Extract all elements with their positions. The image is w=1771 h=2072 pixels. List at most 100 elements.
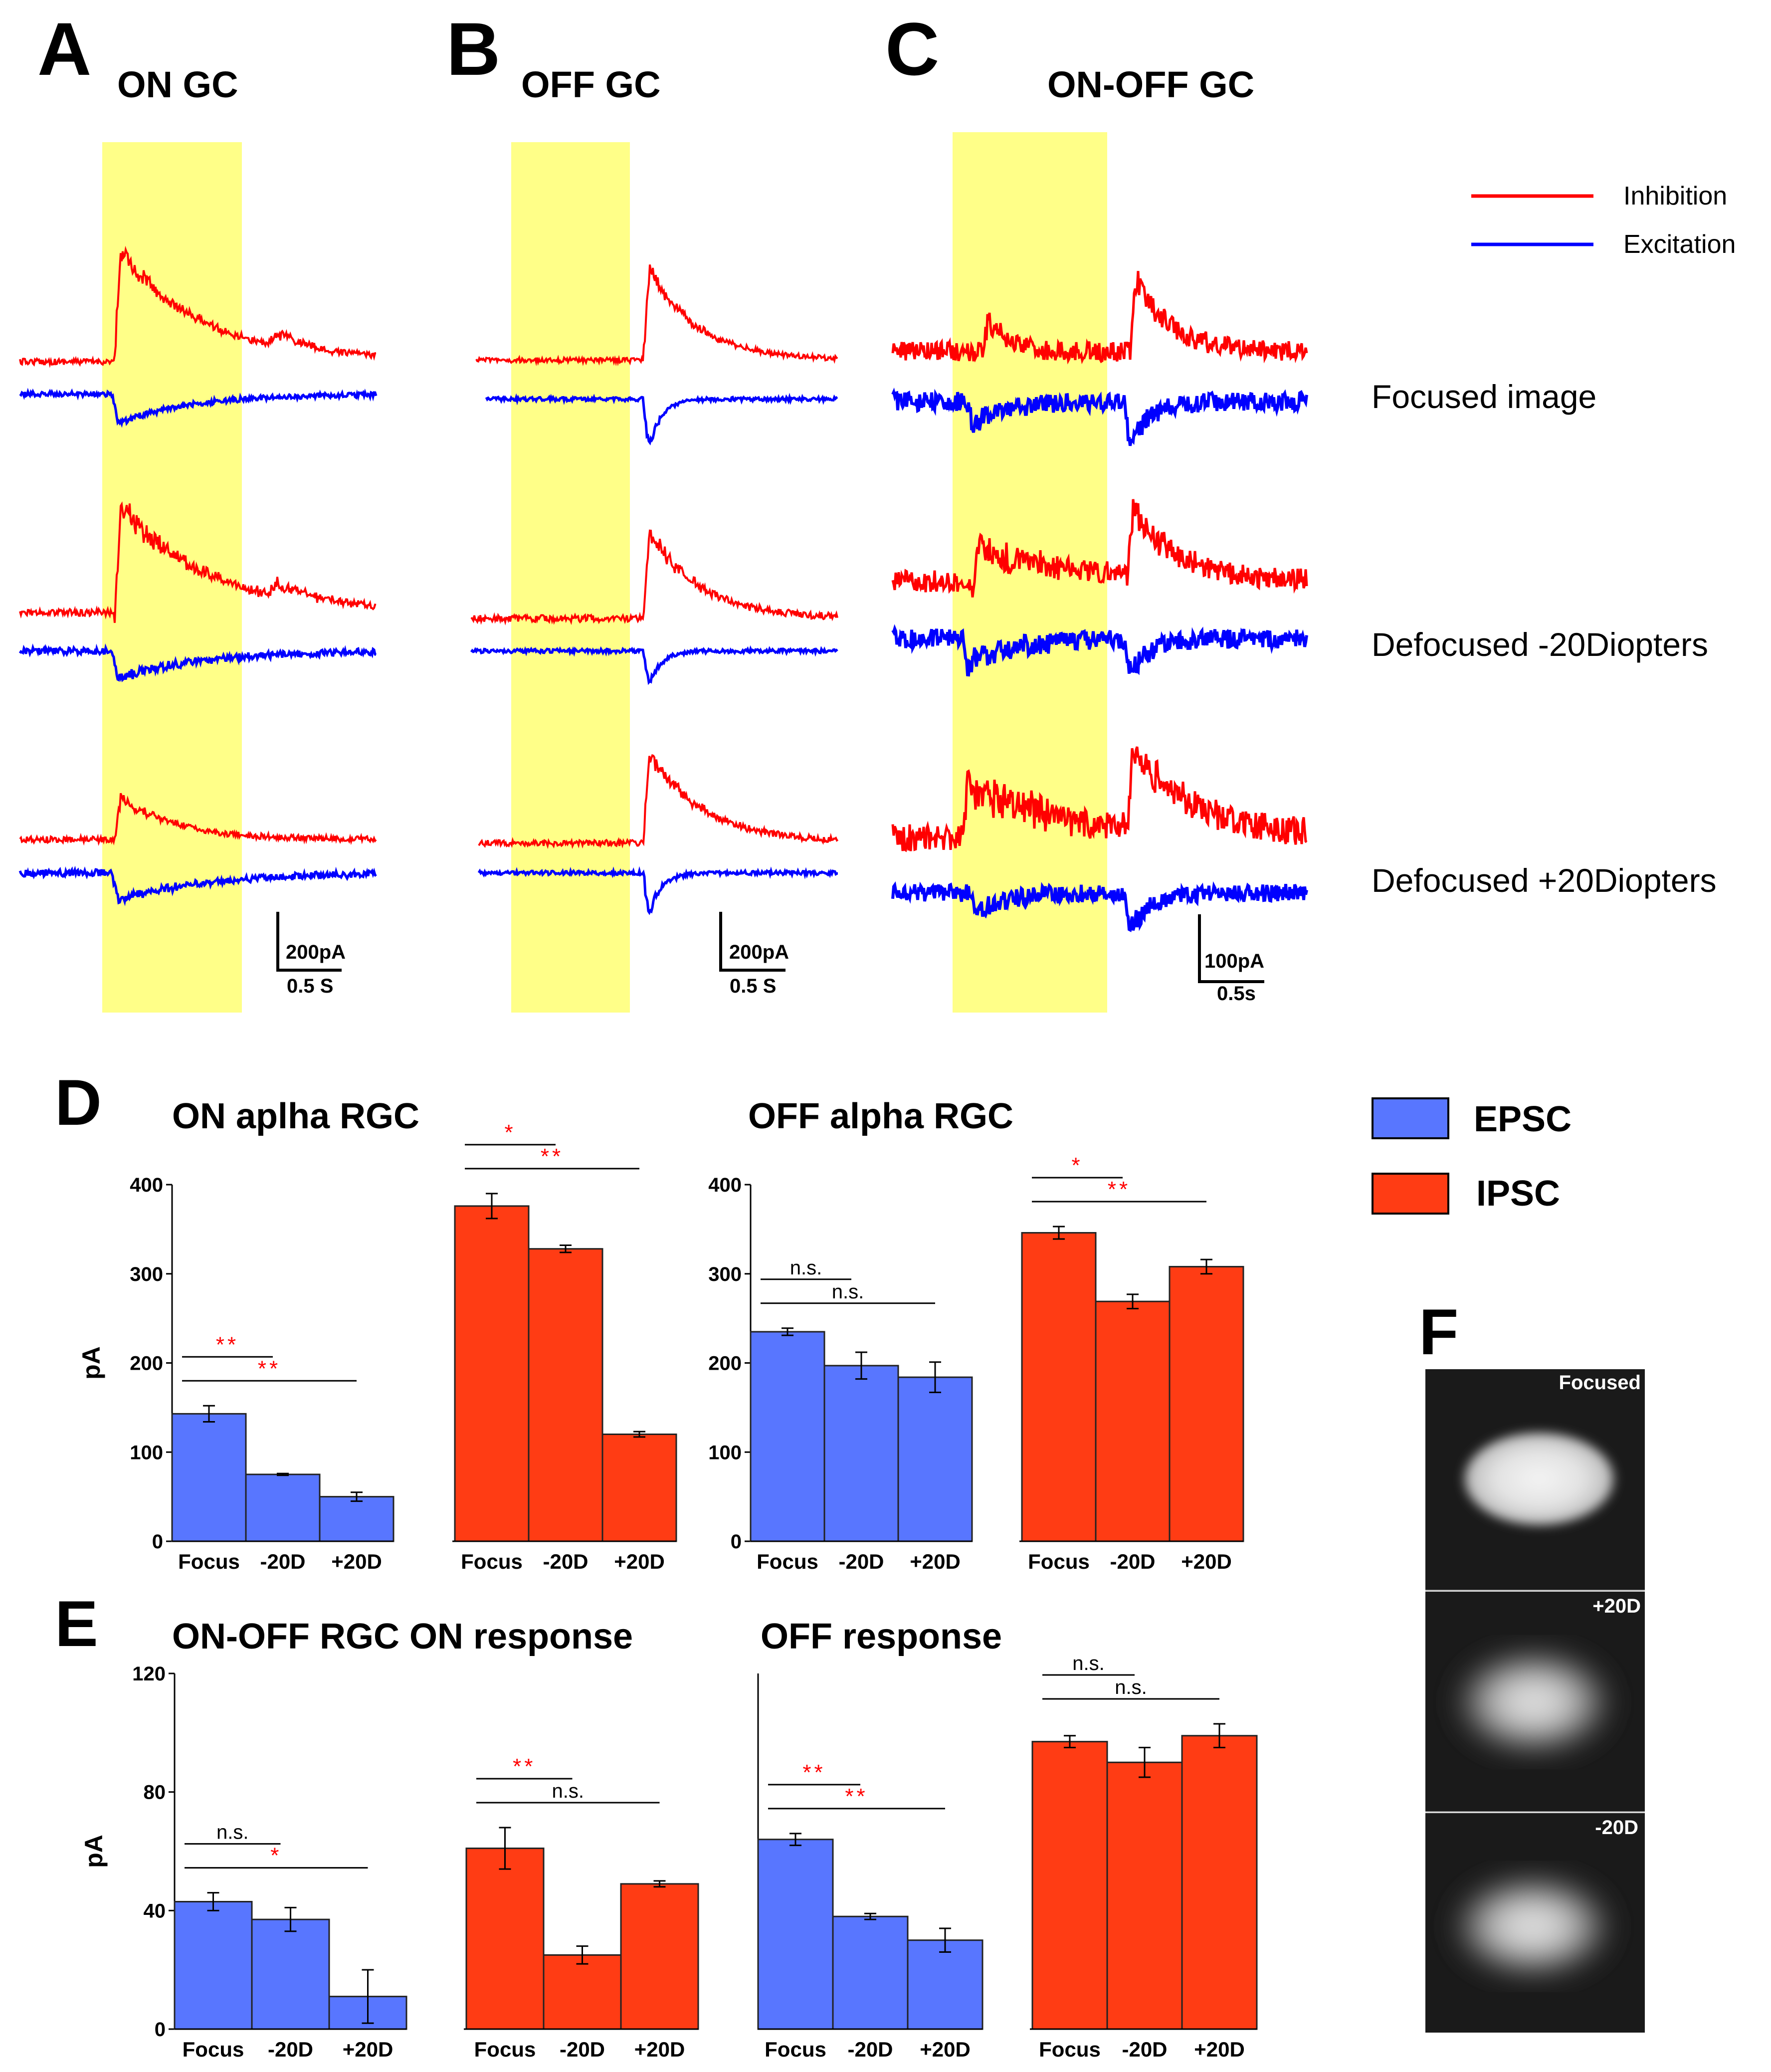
- category-label: Focus: [1028, 1550, 1090, 1573]
- error-bar: [351, 1491, 363, 1502]
- significance-bracket: **: [768, 1784, 945, 1810]
- category-label: -20D: [1110, 1550, 1155, 1573]
- error-bar: [1064, 1735, 1076, 1749]
- y-tick-label: 120: [132, 1663, 166, 1685]
- bar-ipsc-focus: [1031, 1741, 1108, 2030]
- panel-letter-f: F: [1419, 1295, 1458, 1368]
- y-tick-label: 0: [155, 2019, 166, 2041]
- category-label: -20D: [560, 2038, 605, 2061]
- significance-bracket: **: [1032, 1177, 1206, 1203]
- trace-c-plus20-excitation: [891, 881, 1308, 932]
- significance-label: **: [541, 1144, 564, 1169]
- condition-label-minus20: Defocused -20Diopters: [1372, 626, 1708, 663]
- scale-bar-c-y-label: 100pA: [1204, 950, 1264, 972]
- y-tick-label: 40: [144, 1900, 166, 1922]
- blob-plus20: [1449, 1646, 1618, 1758]
- category-label: +20D: [910, 1550, 961, 1573]
- trace-a-minus20-excitation: [18, 643, 377, 682]
- scale-bar-c: 100pA 0.5s: [1198, 914, 1264, 1005]
- category-label: -20D: [268, 2038, 313, 2061]
- error-bar: [1213, 1723, 1225, 1749]
- significance-bracket: n.s.: [1042, 1676, 1219, 1700]
- y-tick-label: 200: [130, 1353, 163, 1375]
- category-label: -20D: [847, 2038, 893, 2061]
- significance-bracket: **: [182, 1332, 273, 1358]
- chart-title-e-left: ON-OFF RGC ON response: [172, 1617, 633, 1657]
- scale-bar-a-y-label: 200pA: [286, 941, 346, 963]
- image-label-focused: Focused: [1559, 1372, 1641, 1394]
- y-tick-label: 400: [130, 1174, 163, 1196]
- scale-bar-b-y-label: 200pA: [729, 941, 789, 963]
- y-tick-label: 80: [144, 1782, 166, 1804]
- bar-epsc-minus20d: [832, 1915, 909, 2030]
- significance-label: *: [1071, 1153, 1083, 1178]
- significance-bracket: *: [1032, 1153, 1123, 1179]
- scale-bar-a-x-label: 0.5 S: [287, 975, 333, 997]
- category-label: Focus: [183, 2038, 244, 2061]
- trace-b-plus20-excitation: [477, 866, 838, 915]
- y-tick-label: 300: [708, 1263, 742, 1285]
- trace-c-focused-excitation: [891, 387, 1308, 446]
- significance-bracket: **: [476, 1754, 573, 1780]
- bar-ipsc-minus20d: [1106, 1761, 1183, 2030]
- panel-title-c: ON-OFF GC: [1047, 64, 1254, 105]
- bar-ipsc-plus20d: [620, 1883, 699, 2030]
- bar-ipsc-focus: [1021, 1232, 1097, 1542]
- bar-epsc-plus20d: [897, 1376, 973, 1542]
- trace-a-focused-inhibition: [19, 245, 377, 368]
- error-bar: [782, 1327, 793, 1336]
- trace-a-plus20-inhibition: [19, 793, 377, 846]
- y-tick-label: 100: [130, 1442, 163, 1463]
- scale-bar-b-x-label: 0.5 S: [730, 975, 776, 997]
- category-label: Focus: [1039, 2038, 1101, 2061]
- significance-label: n.s.: [216, 1822, 248, 1844]
- y-axis-label: pA: [77, 1346, 105, 1380]
- trace-b-focused-inhibition: [475, 264, 838, 367]
- trace-b-plus20-inhibition: [478, 754, 839, 849]
- trace-c-focused-inhibition: [891, 271, 1308, 365]
- trace-a-plus20-excitation: [18, 865, 377, 906]
- image-label-minus20: -20D: [1595, 1817, 1638, 1839]
- significance-bracket: **: [768, 1760, 860, 1786]
- panel-title-b: OFF GC: [521, 64, 661, 105]
- chart-title-d-right: OFF alpha RGC: [748, 1096, 1013, 1136]
- error-bar: [789, 1833, 801, 1847]
- error-bar: [499, 1827, 511, 1870]
- significance-label: *: [504, 1120, 516, 1145]
- trace-a-focused-excitation: [19, 388, 378, 428]
- image-panel-f: Focused +20D -20D: [1425, 1369, 1645, 2033]
- category-label: Focus: [757, 1550, 818, 1573]
- error-bar: [1053, 1226, 1065, 1240]
- trace-c-minus20-inhibition: [891, 499, 1308, 598]
- y-tick-label: 100: [708, 1442, 742, 1463]
- category-label: -20D: [543, 1550, 588, 1573]
- scale-bar-c-x-label: 0.5s: [1217, 983, 1256, 1005]
- category-label: +20D: [614, 1550, 665, 1573]
- panel-letter-c: C: [885, 7, 939, 91]
- significance-label: n.s.: [790, 1257, 822, 1279]
- current-traces: [18, 245, 1308, 932]
- error-bar: [633, 1431, 645, 1438]
- trace-b-minus20-inhibition: [470, 529, 838, 625]
- error-bar: [284, 1906, 297, 1932]
- chart-e-right: Focus -20D +20D ** ** Focus -20D +20D n.s. n.s.: [757, 1653, 1258, 2061]
- bar-epsc-plus20d: [907, 1939, 984, 2030]
- category-label: Focus: [461, 1550, 523, 1573]
- bar-ipsc-minus20d: [528, 1248, 603, 1542]
- bar-epsc-minus20d: [251, 1918, 330, 2030]
- panel-letter-b: B: [446, 7, 500, 91]
- legend-epsc-label: EPSC: [1474, 1099, 1572, 1139]
- category-label: +20D: [343, 2038, 394, 2061]
- y-tick-label: 0: [152, 1531, 163, 1553]
- error-bar: [560, 1244, 572, 1253]
- bar-ipsc-plus20d: [601, 1434, 677, 1542]
- error-bar: [576, 1945, 589, 1965]
- trace-c-plus20-inhibition: [891, 746, 1308, 852]
- category-label: +20D: [331, 1550, 382, 1573]
- error-bar: [1200, 1258, 1212, 1275]
- error-bar: [277, 1472, 289, 1476]
- significance-label: n.s.: [832, 1281, 864, 1303]
- category-label: -20D: [260, 1550, 305, 1573]
